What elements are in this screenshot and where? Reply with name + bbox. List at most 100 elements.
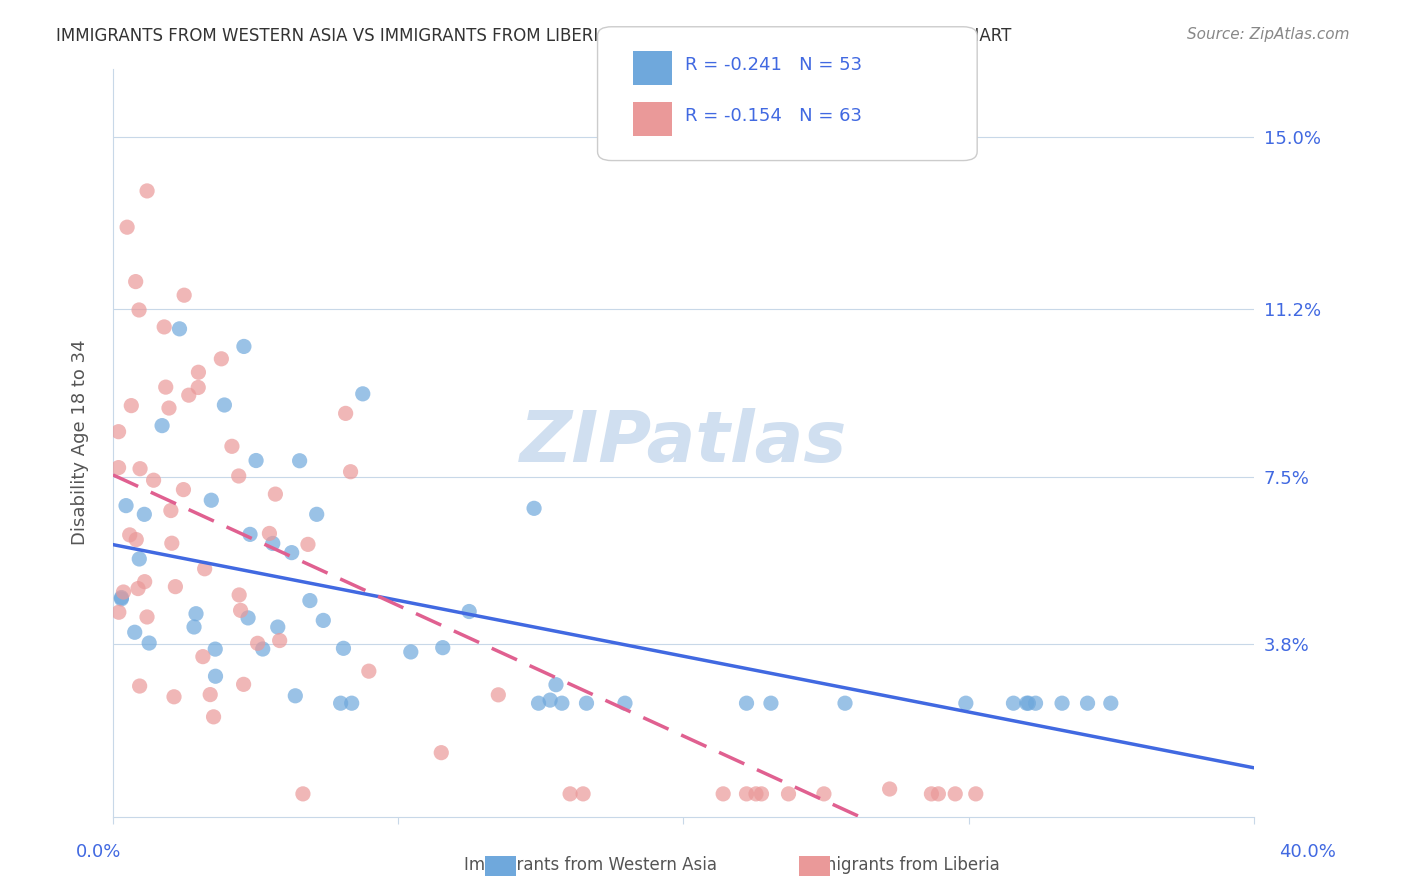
Text: 0.0%: 0.0% — [76, 843, 121, 861]
Point — [228, 469, 250, 483]
Point — [280, 546, 302, 560]
Point — [486, 688, 509, 702]
Point — [267, 620, 290, 634]
Point — [778, 787, 800, 801]
Point — [173, 288, 195, 302]
Point — [127, 582, 149, 596]
Point — [735, 787, 758, 801]
Point — [221, 439, 243, 453]
Point — [252, 642, 274, 657]
Point — [163, 690, 186, 704]
Point — [228, 588, 250, 602]
Point — [339, 465, 361, 479]
Point — [187, 380, 209, 394]
Point — [751, 787, 773, 801]
Point — [202, 710, 225, 724]
Point — [165, 580, 187, 594]
Point — [200, 493, 222, 508]
Point — [527, 696, 550, 710]
Point — [357, 664, 380, 678]
Point — [128, 552, 150, 566]
Point — [150, 418, 173, 433]
Point — [128, 303, 150, 318]
Point — [430, 746, 453, 760]
Point — [110, 591, 132, 606]
Point — [879, 782, 901, 797]
Point — [239, 527, 262, 541]
Point — [115, 499, 138, 513]
Point — [246, 636, 269, 650]
Point — [155, 380, 177, 394]
Point — [955, 696, 977, 710]
Point — [1099, 696, 1122, 710]
Point — [305, 508, 328, 522]
Text: IMMIGRANTS FROM WESTERN ASIA VS IMMIGRANTS FROM LIBERIA DISABILITY AGE 18 TO 34 : IMMIGRANTS FROM WESTERN ASIA VS IMMIGRAN… — [56, 27, 1011, 45]
Point — [232, 677, 254, 691]
Point — [177, 388, 200, 402]
Point — [128, 679, 150, 693]
Point — [136, 610, 159, 624]
Text: Source: ZipAtlas.com: Source: ZipAtlas.com — [1187, 27, 1350, 42]
Text: ZIPatlas: ZIPatlas — [520, 408, 846, 477]
Point — [264, 487, 287, 501]
Point — [813, 787, 835, 801]
Text: Immigrants from Western Asia: Immigrants from Western Asia — [464, 856, 717, 874]
Point — [134, 574, 156, 589]
Point — [269, 633, 291, 648]
Point — [288, 454, 311, 468]
Point — [184, 607, 207, 621]
Point — [432, 640, 454, 655]
Point — [134, 508, 156, 522]
Point — [558, 787, 581, 801]
Point — [332, 641, 354, 656]
Point — [204, 669, 226, 683]
Point — [544, 678, 567, 692]
Point — [236, 611, 259, 625]
Point — [229, 603, 252, 617]
Point — [745, 787, 768, 801]
Point — [1025, 696, 1047, 710]
Point — [965, 787, 987, 801]
Point — [138, 636, 160, 650]
Point — [399, 645, 422, 659]
Point — [759, 696, 782, 710]
Point — [142, 473, 165, 487]
Point — [329, 696, 352, 710]
Point — [107, 460, 129, 475]
Text: Immigrants from Liberia: Immigrants from Liberia — [800, 856, 1000, 874]
Point — [232, 339, 254, 353]
Point — [153, 320, 176, 334]
Point — [1050, 696, 1073, 710]
Point — [572, 787, 595, 801]
Point — [183, 620, 205, 634]
Point — [259, 526, 281, 541]
Point — [335, 406, 357, 420]
Point — [735, 696, 758, 710]
Point — [1017, 696, 1039, 710]
Point — [108, 605, 131, 619]
Point — [136, 184, 159, 198]
Point — [262, 536, 284, 550]
Point — [245, 453, 267, 467]
Point — [340, 696, 363, 710]
Point — [834, 696, 856, 710]
Point — [157, 401, 180, 415]
Point — [312, 614, 335, 628]
Point — [927, 787, 949, 801]
Point — [943, 787, 966, 801]
Text: 40.0%: 40.0% — [1279, 843, 1336, 861]
Point — [523, 501, 546, 516]
Point — [115, 220, 138, 235]
Text: R = -0.241   N = 53: R = -0.241 N = 53 — [685, 56, 862, 74]
Point — [204, 642, 226, 657]
Point — [1002, 696, 1025, 710]
Point — [172, 483, 194, 497]
Point — [352, 387, 374, 401]
Point — [1015, 696, 1038, 710]
Point — [291, 787, 314, 801]
Point — [711, 787, 734, 801]
Text: R = -0.154   N = 63: R = -0.154 N = 63 — [685, 107, 862, 125]
Point — [297, 537, 319, 551]
Point — [129, 461, 152, 475]
Y-axis label: Disability Age 18 to 34: Disability Age 18 to 34 — [72, 340, 89, 545]
